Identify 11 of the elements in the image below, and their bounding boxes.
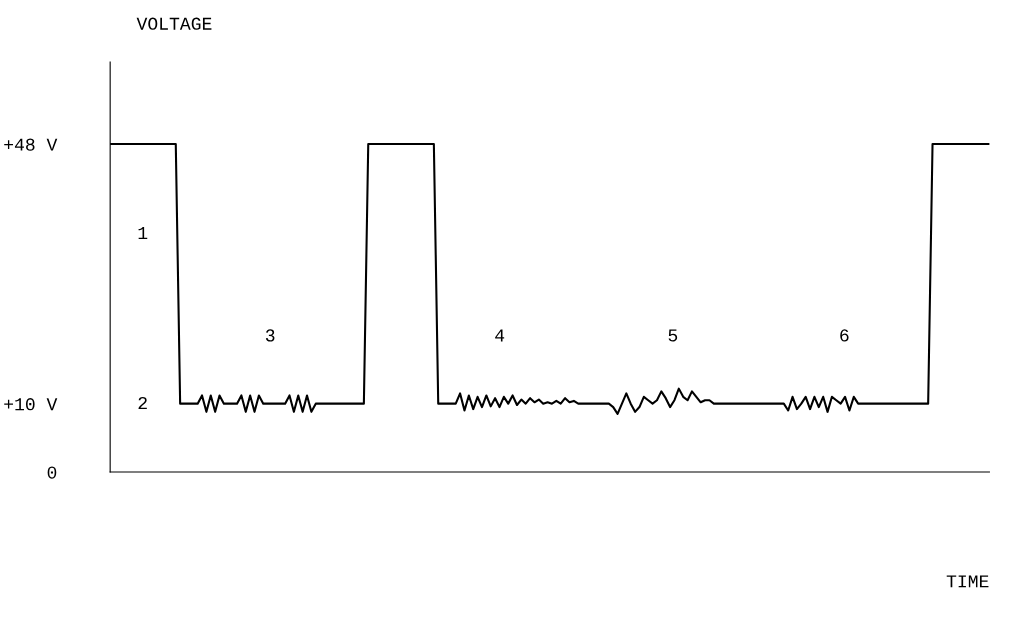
y-tick-label: 0 <box>47 466 57 479</box>
annotation: 6 <box>840 329 849 342</box>
annotation: 4 <box>495 329 505 342</box>
y-axis-title: VOLTAGE <box>136 17 212 30</box>
text: TIME <box>946 575 989 588</box>
y-tick-label: +10 V <box>4 398 58 411</box>
annotation: 3 <box>265 329 275 342</box>
annotation: 1 <box>138 227 148 239</box>
y-tick-label: +48 V <box>4 138 58 151</box>
annotation: 5 <box>668 329 678 342</box>
annotation: 2 <box>138 396 147 409</box>
